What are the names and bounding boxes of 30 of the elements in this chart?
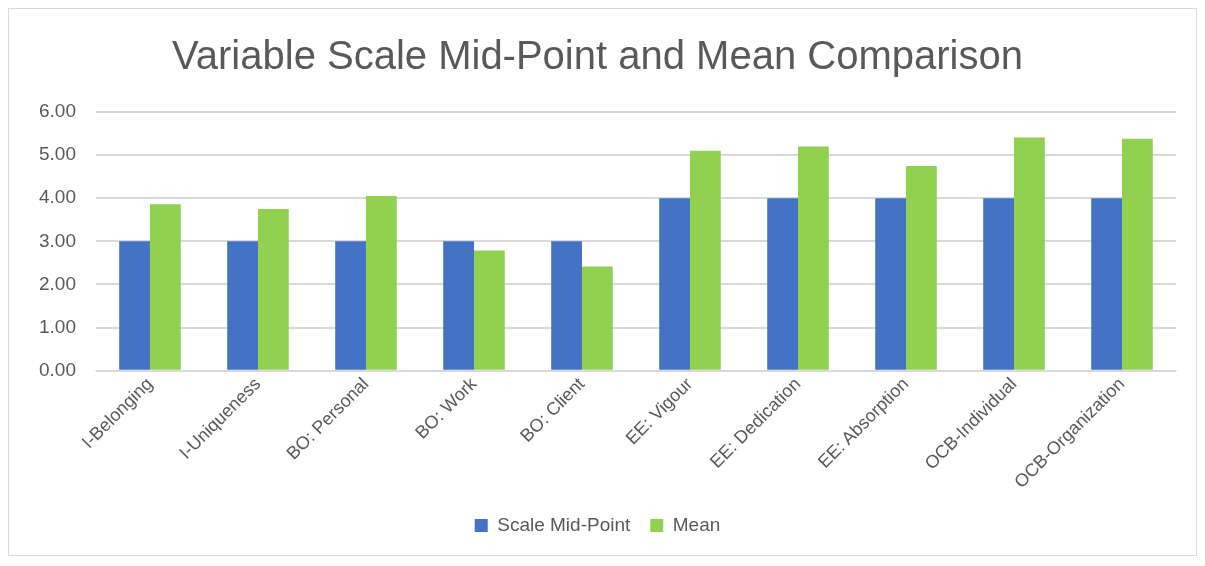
y-tick-label: 1.00 (39, 315, 76, 337)
bar (227, 241, 258, 370)
chart-title: Variable Scale Mid-Point and Mean Comparison (172, 33, 1023, 78)
bar (335, 241, 366, 370)
bar (119, 241, 150, 370)
bar (1091, 198, 1122, 370)
y-tick-label: 3.00 (39, 229, 76, 251)
bar (443, 241, 474, 370)
bar (906, 165, 937, 370)
legend-label: Mean (672, 513, 721, 535)
bar (659, 198, 690, 370)
bar (365, 196, 397, 370)
bar (1014, 137, 1045, 370)
bar (551, 241, 582, 370)
bar (767, 198, 798, 370)
bar (473, 250, 505, 370)
y-tick-label: 6.00 (39, 100, 76, 122)
bar (875, 198, 906, 370)
bar (983, 198, 1014, 370)
bar (1122, 138, 1153, 370)
bar (689, 150, 721, 370)
y-tick-label: 2.00 (39, 272, 76, 294)
bar (581, 266, 613, 370)
bar (257, 209, 289, 370)
legend-label: Scale Mid-Point (497, 513, 631, 535)
bar (797, 146, 829, 370)
y-tick-label: 5.00 (39, 143, 76, 165)
y-tick-label: 0.00 (39, 358, 76, 380)
bar (149, 204, 181, 370)
y-tick-label: 4.00 (39, 186, 76, 208)
